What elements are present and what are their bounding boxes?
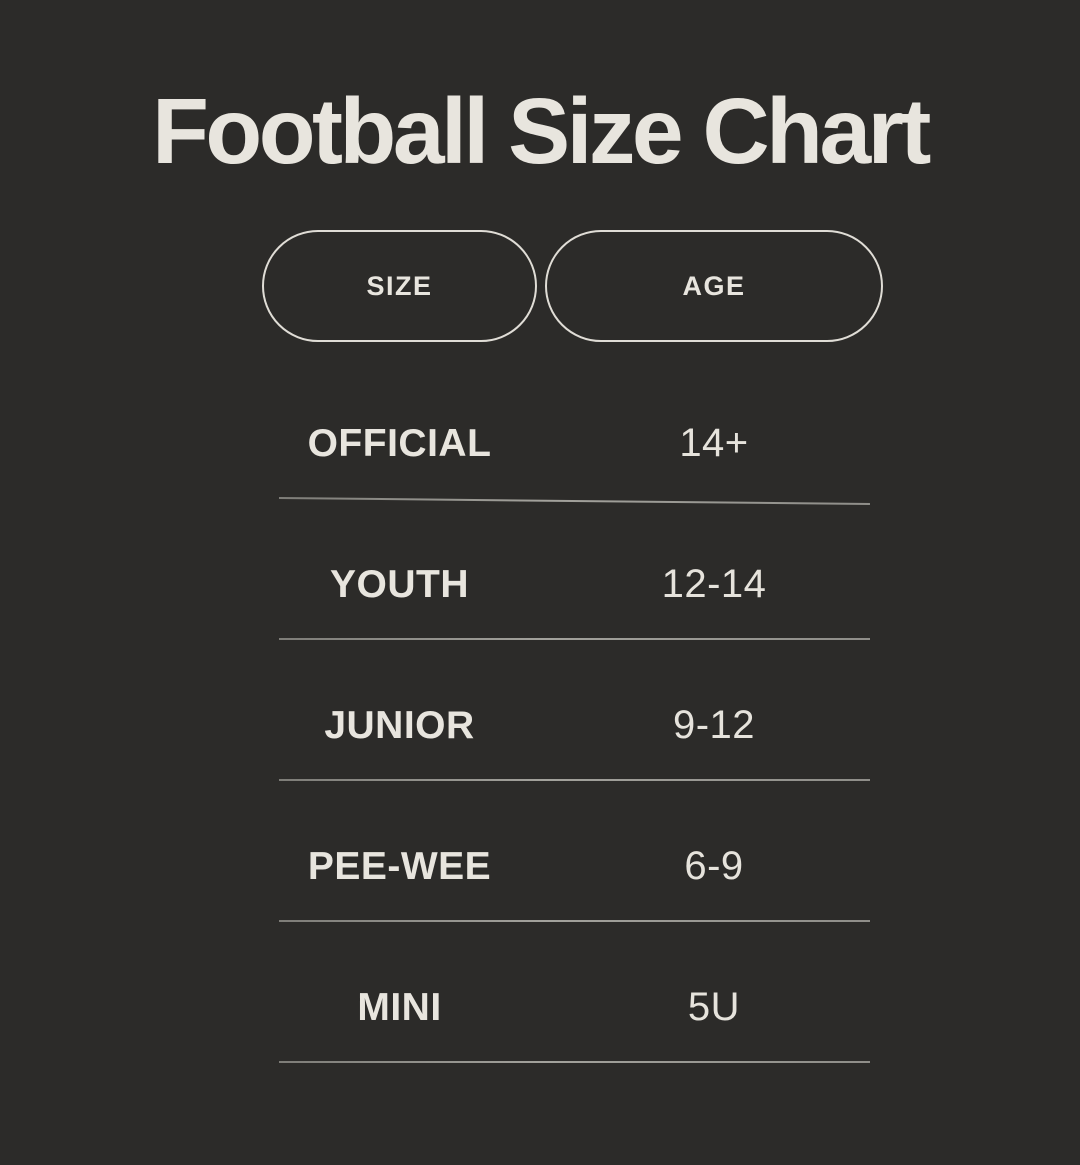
chart-content: SIZE AGE OFFICIAL 14+ YOUTH 12-14 JUNIOR…: [262, 230, 883, 1063]
row-divider: [279, 779, 870, 781]
table-row: YOUTH 12-14: [262, 499, 883, 638]
size-label: PEE-WEE: [307, 844, 492, 888]
header-label-age: AGE: [682, 270, 746, 301]
age-value: 9-12: [672, 703, 756, 747]
table-row: PEE-WEE 6-9: [262, 781, 883, 920]
size-label: JUNIOR: [324, 703, 475, 747]
table-row: OFFICIAL 14+: [262, 358, 883, 497]
header-label-size: SIZE: [366, 270, 433, 301]
header-pill-age: AGE: [545, 230, 883, 342]
header-pill-size: SIZE: [262, 230, 537, 342]
size-label: OFFICIAL: [307, 421, 492, 465]
size-label: MINI: [357, 985, 442, 1029]
table-row: MINI 5U: [262, 922, 883, 1061]
row-divider: [279, 920, 870, 922]
size-chart-poster: Football Size Chart SIZE AGE OFFICIAL 14…: [0, 85, 1080, 1165]
row-divider: [279, 638, 870, 640]
table-header-row: SIZE AGE: [262, 230, 883, 342]
page-title: Football Size Chart: [152, 79, 931, 183]
age-value: 14+: [679, 421, 749, 465]
size-label: YOUTH: [330, 562, 469, 606]
row-divider: [279, 1061, 870, 1063]
age-value: 6-9: [684, 844, 744, 888]
age-value: 5U: [687, 985, 741, 1029]
size-table: OFFICIAL 14+ YOUTH 12-14 JUNIOR 9-12 PEE…: [262, 358, 883, 1063]
age-value: 12-14: [661, 562, 767, 606]
table-row: JUNIOR 9-12: [262, 640, 883, 779]
